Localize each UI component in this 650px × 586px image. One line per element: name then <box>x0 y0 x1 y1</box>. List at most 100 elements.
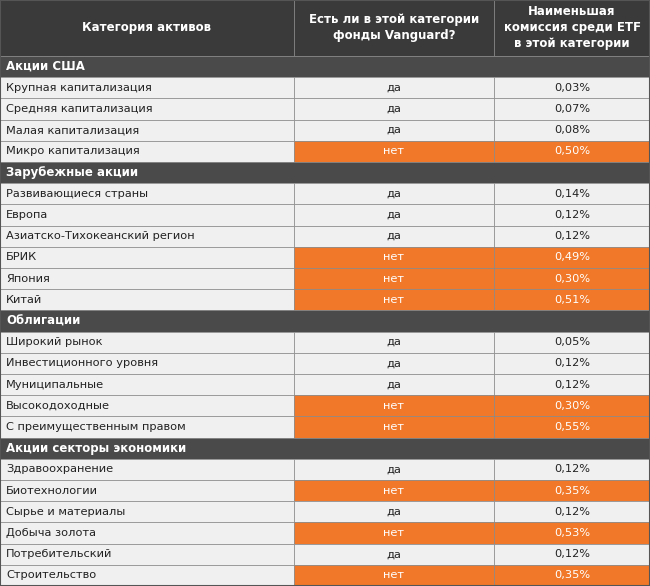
Bar <box>0 56 650 77</box>
Bar <box>0 417 294 438</box>
Bar <box>294 544 494 565</box>
Text: 0,12%: 0,12% <box>554 549 590 559</box>
Bar <box>494 544 650 565</box>
Text: нет: нет <box>384 486 404 496</box>
Bar <box>494 565 650 586</box>
Bar <box>0 183 294 205</box>
Text: 0,12%: 0,12% <box>554 380 590 390</box>
Text: Есть ли в этой категории
фонды Vanguard?: Есть ли в этой категории фонды Vanguard? <box>309 13 479 42</box>
Text: да: да <box>387 549 401 559</box>
Text: нет: нет <box>384 570 404 580</box>
Bar <box>0 226 294 247</box>
Text: 0,05%: 0,05% <box>554 337 590 347</box>
Bar <box>0 247 294 268</box>
Text: Азиатско-Тихокеанский регион: Азиатско-Тихокеанский регион <box>6 231 194 241</box>
Bar <box>294 417 494 438</box>
Text: нет: нет <box>384 253 404 263</box>
Bar <box>0 289 294 311</box>
Bar <box>0 311 650 332</box>
Text: 0,49%: 0,49% <box>554 253 590 263</box>
Bar <box>0 353 294 374</box>
Text: 0,35%: 0,35% <box>554 486 590 496</box>
Text: да: да <box>387 507 401 517</box>
Text: Япония: Япония <box>6 274 50 284</box>
Bar <box>294 459 494 480</box>
Bar <box>494 0 650 56</box>
Text: Крупная капитализация: Крупная капитализация <box>6 83 152 93</box>
Bar <box>494 480 650 501</box>
Text: Наименьшая
комиссия среди ETF
в этой категории: Наименьшая комиссия среди ETF в этой кат… <box>504 5 640 50</box>
Bar <box>494 353 650 374</box>
Text: Широкий рынок: Широкий рынок <box>6 337 103 347</box>
Text: Муниципальные: Муниципальные <box>6 380 104 390</box>
Bar <box>0 332 294 353</box>
Bar <box>494 226 650 247</box>
Text: 0,30%: 0,30% <box>554 274 590 284</box>
Bar <box>294 98 494 120</box>
Bar <box>294 374 494 395</box>
Bar <box>0 459 294 480</box>
Text: 0,14%: 0,14% <box>554 189 590 199</box>
Bar <box>0 480 294 501</box>
Bar <box>494 459 650 480</box>
Text: Средняя капитализация: Средняя капитализация <box>6 104 153 114</box>
Text: 0,30%: 0,30% <box>554 401 590 411</box>
Text: 0,12%: 0,12% <box>554 359 590 369</box>
Bar <box>294 120 494 141</box>
Bar <box>294 141 494 162</box>
Bar <box>494 395 650 417</box>
Bar <box>494 522 650 544</box>
Bar <box>494 289 650 311</box>
Bar <box>294 395 494 417</box>
Bar <box>294 332 494 353</box>
Bar <box>494 120 650 141</box>
Bar <box>294 247 494 268</box>
Text: Зарубежные акции: Зарубежные акции <box>6 166 138 179</box>
Bar <box>0 522 294 544</box>
Bar <box>294 0 494 56</box>
Text: 0,51%: 0,51% <box>554 295 590 305</box>
Text: да: да <box>387 464 401 475</box>
Text: нет: нет <box>384 146 404 156</box>
Bar <box>0 268 294 289</box>
Bar <box>0 565 294 586</box>
Bar <box>294 268 494 289</box>
Text: Развивающиеся страны: Развивающиеся страны <box>6 189 148 199</box>
Text: Добыча золота: Добыча золота <box>6 528 96 538</box>
Text: БРИК: БРИК <box>6 253 37 263</box>
Text: да: да <box>387 337 401 347</box>
Text: да: да <box>387 125 401 135</box>
Bar <box>494 417 650 438</box>
Bar <box>494 77 650 98</box>
Bar <box>0 162 650 183</box>
Bar <box>0 501 294 522</box>
Bar <box>294 205 494 226</box>
Bar <box>294 522 494 544</box>
Text: да: да <box>387 104 401 114</box>
Bar <box>494 205 650 226</box>
Bar <box>0 0 294 56</box>
Text: Высокодоходные: Высокодоходные <box>6 401 110 411</box>
Bar <box>494 501 650 522</box>
Bar <box>294 565 494 586</box>
Text: да: да <box>387 189 401 199</box>
Text: Облигации: Облигации <box>6 315 81 328</box>
Text: Строительство: Строительство <box>6 570 96 580</box>
Text: Категория активов: Категория активов <box>83 22 211 35</box>
Text: Микро капитализация: Микро капитализация <box>6 146 140 156</box>
Bar <box>294 183 494 205</box>
Text: 0,08%: 0,08% <box>554 125 590 135</box>
Bar <box>0 77 294 98</box>
Text: Малая капитализация: Малая капитализация <box>6 125 139 135</box>
Text: Китай: Китай <box>6 295 42 305</box>
Bar <box>494 141 650 162</box>
Bar <box>294 226 494 247</box>
Bar <box>0 205 294 226</box>
Bar <box>0 141 294 162</box>
Bar <box>494 374 650 395</box>
Text: 0,12%: 0,12% <box>554 210 590 220</box>
Text: нет: нет <box>384 274 404 284</box>
Bar <box>494 183 650 205</box>
Text: Европа: Европа <box>6 210 48 220</box>
Bar <box>494 268 650 289</box>
